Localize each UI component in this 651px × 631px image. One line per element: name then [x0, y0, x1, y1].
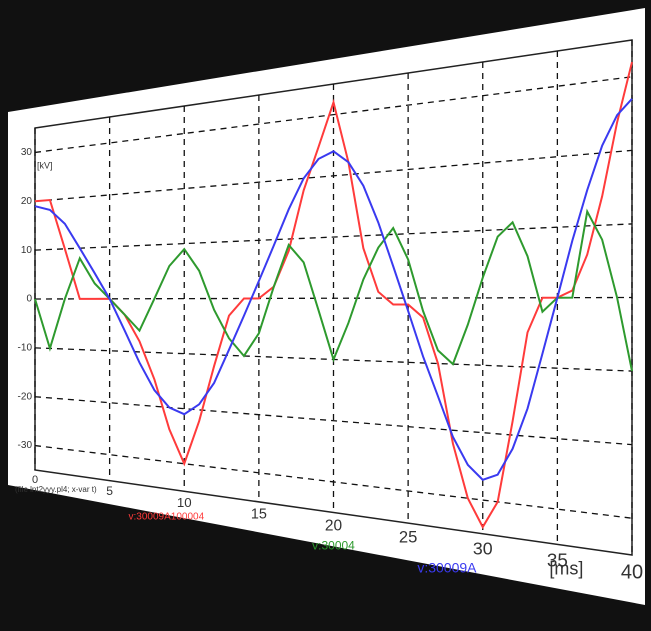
y-tick-label: 30 — [21, 147, 33, 158]
legend-label: v:30009A — [417, 559, 477, 575]
x-tick-label: 20 — [325, 518, 343, 535]
panel — [8, 8, 645, 605]
note: (file lnt2yyy.pl4; x-var t) — [15, 485, 97, 494]
legend-label: v:30004 — [312, 539, 355, 553]
x-tick-label: 25 — [399, 528, 417, 547]
series-line — [34, 61, 633, 530]
legend-label: v:30009A100004 — [129, 511, 205, 522]
grid-line — [34, 223, 633, 251]
x-tick-label: 10 — [177, 495, 192, 510]
series-line — [34, 208, 633, 372]
y-tick-label: -30 — [18, 440, 33, 451]
x-tick-label: 35 — [547, 549, 568, 570]
x-axis-label: [ms] — [549, 558, 583, 578]
x-tick-label: 5 — [106, 484, 113, 498]
x-tick-label: 0 — [32, 474, 38, 486]
y-tick-label: 0 — [26, 294, 32, 305]
y-tick-label: -20 — [18, 391, 33, 402]
y-tick-label: -10 — [18, 342, 33, 353]
y-tick-label: 20 — [21, 196, 33, 207]
grid-line — [34, 76, 633, 154]
grid-line — [34, 396, 633, 446]
y-tick-label: 10 — [21, 245, 33, 256]
y-axis-label: [kV] — [37, 160, 53, 170]
series-line — [34, 98, 633, 481]
x-tick-label: 30 — [473, 538, 493, 558]
x-tick-label: 40 — [621, 561, 643, 583]
plot-frame — [34, 39, 633, 556]
x-tick-label: 15 — [251, 507, 267, 523]
